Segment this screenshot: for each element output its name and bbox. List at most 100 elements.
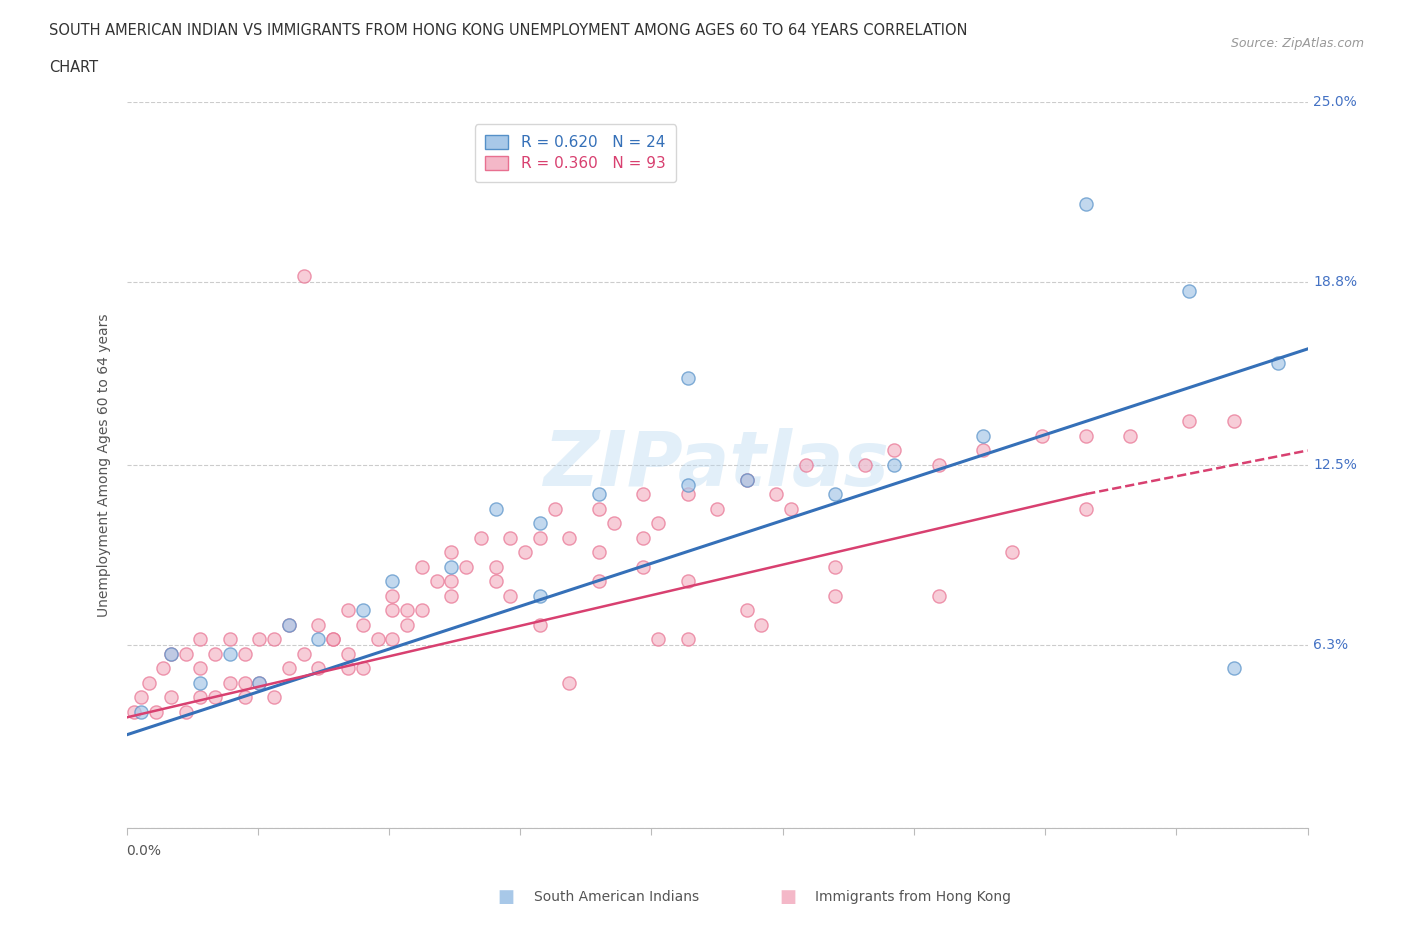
Point	[529, 588, 551, 603]
Point	[425, 574, 447, 589]
Point	[366, 631, 388, 646]
Point	[751, 618, 773, 632]
Point	[499, 530, 522, 545]
Point	[1076, 429, 1098, 444]
Point	[278, 660, 301, 675]
Point	[1076, 501, 1098, 516]
Point	[307, 631, 329, 646]
Point	[219, 646, 242, 661]
Point	[529, 530, 551, 545]
Point	[794, 458, 817, 472]
Point	[529, 515, 551, 530]
Point	[247, 631, 270, 646]
Point	[204, 690, 226, 705]
Point	[558, 530, 581, 545]
Point	[188, 690, 211, 705]
Point	[278, 618, 301, 632]
Point	[588, 486, 610, 501]
Point	[735, 603, 758, 618]
Point	[1031, 429, 1053, 444]
Point	[928, 588, 950, 603]
Text: South American Indians: South American Indians	[534, 890, 699, 905]
Point	[676, 486, 699, 501]
Point	[633, 530, 655, 545]
Point	[160, 646, 183, 661]
Point	[1001, 545, 1024, 560]
Point	[633, 559, 655, 574]
Point	[263, 631, 285, 646]
Point	[122, 704, 145, 719]
Point	[219, 631, 242, 646]
Point	[152, 660, 174, 675]
Point	[411, 559, 433, 574]
Point	[381, 574, 404, 589]
Point	[411, 603, 433, 618]
Point	[603, 515, 626, 530]
Point	[633, 486, 655, 501]
Text: 12.5%: 12.5%	[1313, 458, 1357, 472]
Text: Source: ZipAtlas.com: Source: ZipAtlas.com	[1230, 37, 1364, 50]
Point	[853, 458, 876, 472]
Point	[883, 458, 905, 472]
Point	[352, 660, 374, 675]
Text: 6.3%: 6.3%	[1313, 638, 1348, 652]
Text: 25.0%: 25.0%	[1313, 95, 1357, 110]
Point	[233, 675, 256, 690]
Point	[440, 574, 463, 589]
Text: ■: ■	[498, 888, 515, 907]
Point	[292, 646, 315, 661]
Point	[928, 458, 950, 472]
Point	[972, 429, 994, 444]
Legend: R = 0.620   N = 24, R = 0.360   N = 93: R = 0.620 N = 24, R = 0.360 N = 93	[475, 125, 676, 182]
Point	[278, 618, 301, 632]
Point	[588, 545, 610, 560]
Point	[588, 574, 610, 589]
Point	[484, 574, 508, 589]
Point	[352, 618, 374, 632]
Point	[735, 472, 758, 487]
Point	[440, 545, 463, 560]
Point	[440, 559, 463, 574]
Point	[188, 631, 211, 646]
Point	[337, 660, 360, 675]
Point	[322, 631, 344, 646]
Point	[706, 501, 728, 516]
Point	[824, 486, 846, 501]
Point	[233, 646, 256, 661]
Point	[543, 501, 565, 516]
Point	[263, 690, 285, 705]
Point	[307, 618, 329, 632]
Point	[558, 675, 581, 690]
Text: 18.8%: 18.8%	[1313, 275, 1358, 289]
Point	[499, 588, 522, 603]
Point	[381, 588, 404, 603]
Point	[676, 574, 699, 589]
Point	[470, 530, 492, 545]
Point	[779, 501, 801, 516]
Point	[1222, 414, 1246, 429]
Point	[396, 603, 419, 618]
Point	[676, 478, 699, 493]
Point	[676, 631, 699, 646]
Point	[174, 646, 197, 661]
Point	[174, 704, 197, 719]
Point	[396, 618, 419, 632]
Point	[138, 675, 160, 690]
Point	[1178, 414, 1201, 429]
Point	[1267, 356, 1289, 371]
Text: Immigrants from Hong Kong: Immigrants from Hong Kong	[815, 890, 1011, 905]
Point	[1119, 429, 1142, 444]
Y-axis label: Unemployment Among Ages 60 to 64 years: Unemployment Among Ages 60 to 64 years	[97, 313, 111, 617]
Point	[440, 588, 463, 603]
Point	[145, 704, 167, 719]
Point	[247, 675, 270, 690]
Point	[381, 631, 404, 646]
Text: CHART: CHART	[49, 60, 98, 75]
Point	[647, 631, 669, 646]
Point	[129, 704, 153, 719]
Point	[307, 660, 329, 675]
Point	[647, 515, 669, 530]
Point	[883, 443, 905, 458]
Point	[529, 618, 551, 632]
Point	[160, 646, 183, 661]
